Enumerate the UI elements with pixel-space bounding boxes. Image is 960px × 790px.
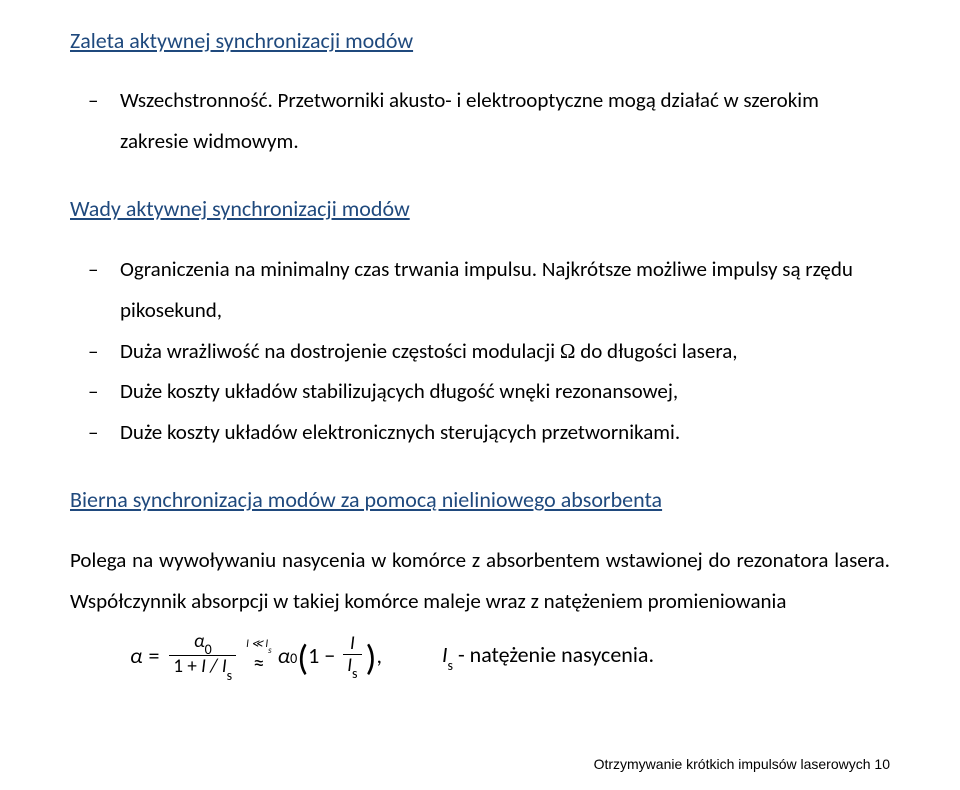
paren-inner: 1 − I Is: [308, 634, 365, 679]
heading-wady: Wady aktywnej synchronizacji modów: [70, 196, 890, 222]
legend-text: - natężenie nasycenia.: [453, 641, 654, 668]
approx-top: I ≪ I: [246, 637, 268, 650]
heading-zaleta: Zaleta aktywnej synchronizacji modów: [70, 28, 890, 54]
list-item: – Duża wrażliwość na dostrojenie częstoś…: [70, 331, 890, 372]
den-sub-s: s: [227, 667, 232, 684]
alpha-r: α: [278, 642, 290, 669]
equals: =: [148, 642, 159, 669]
frac2-den: Is: [343, 656, 361, 679]
equation-absorption: α = α0 1 + I / Is I ≪ Is ≈ α0 ( 1 − I Is: [130, 632, 890, 681]
list-item: – Wszechstronność. Przetworniki akusto- …: [70, 80, 890, 162]
dash-icon: –: [70, 249, 120, 290]
sub-0: 0: [205, 641, 212, 658]
frac-den: 1 + I / Is: [169, 657, 236, 680]
alpha: α: [130, 642, 142, 669]
den-prefix: 1 +: [173, 655, 201, 678]
wady-list: – Ograniczenia na minimalny czas trwania…: [70, 249, 890, 454]
list-item-text: Duża wrażliwość na dostrojenie częstości…: [120, 331, 890, 372]
list-item-text: Wszechstronność. Przetworniki akusto- i …: [120, 80, 890, 162]
legend-sub: s: [447, 657, 452, 674]
frac2-den-sub: s: [352, 665, 357, 682]
dash-icon: –: [70, 80, 120, 121]
approx-with-condition: I ≪ Is ≈: [246, 639, 272, 673]
frac2-num: I: [346, 634, 359, 653]
frac-num: α0: [190, 632, 216, 655]
dash-icon: –: [70, 371, 120, 412]
one-minus: 1 −: [308, 642, 335, 669]
alpha-num: α: [194, 630, 205, 653]
zaleta-list: – Wszechstronność. Przetworniki akusto- …: [70, 80, 890, 162]
approx-symbol: ≈: [253, 653, 264, 673]
equation-lhs: α = α0 1 + I / Is I ≪ Is ≈ α0 ( 1 − I Is: [130, 632, 382, 681]
list-item: – Duże koszty układów stabilizujących dł…: [70, 371, 890, 412]
list-item: – Duże koszty układów elektronicznych st…: [70, 412, 890, 453]
frac2-bar: [343, 654, 361, 655]
omega-suffix: do długości lasera,: [575, 338, 737, 364]
list-item-text: Ograniczenia na minimalny czas trwania i…: [120, 249, 890, 331]
dash-icon: –: [70, 331, 120, 372]
para-bierna: Polega na wywoływaniu nasycenia w komórc…: [70, 540, 890, 622]
comma: ,: [376, 642, 382, 669]
heading-bierna: Bierna synchronizacja modów za pomocą ni…: [70, 487, 890, 513]
dash-icon: –: [70, 412, 120, 453]
omega-symbol: Ω: [560, 339, 576, 363]
list-item: – Ograniczenia na minimalny czas trwania…: [70, 249, 890, 331]
den-iis: I / I: [201, 655, 227, 678]
sub-0-r: 0: [290, 650, 297, 667]
page-root: Zaleta aktywnej synchronizacji modów – W…: [0, 0, 960, 790]
list-item-text: Duże koszty układów stabilizujących dług…: [120, 371, 890, 412]
approx-top-sub: s: [268, 645, 272, 656]
equation-legend: Is - natężenie nasycenia.: [442, 641, 654, 671]
page-footer: Otrzymywanie krótkich impulsów laserowyc…: [594, 756, 890, 772]
omega-prefix: Duża wrażliwość na dostrojenie częstości…: [120, 338, 560, 364]
fraction-2: I Is: [343, 634, 361, 679]
left-paren-icon: (: [297, 644, 308, 673]
fraction-1: α0 1 + I / Is: [169, 632, 236, 681]
list-item-text: Duże koszty układów elektronicznych ster…: [120, 412, 890, 453]
right-paren-icon: ): [366, 644, 377, 673]
